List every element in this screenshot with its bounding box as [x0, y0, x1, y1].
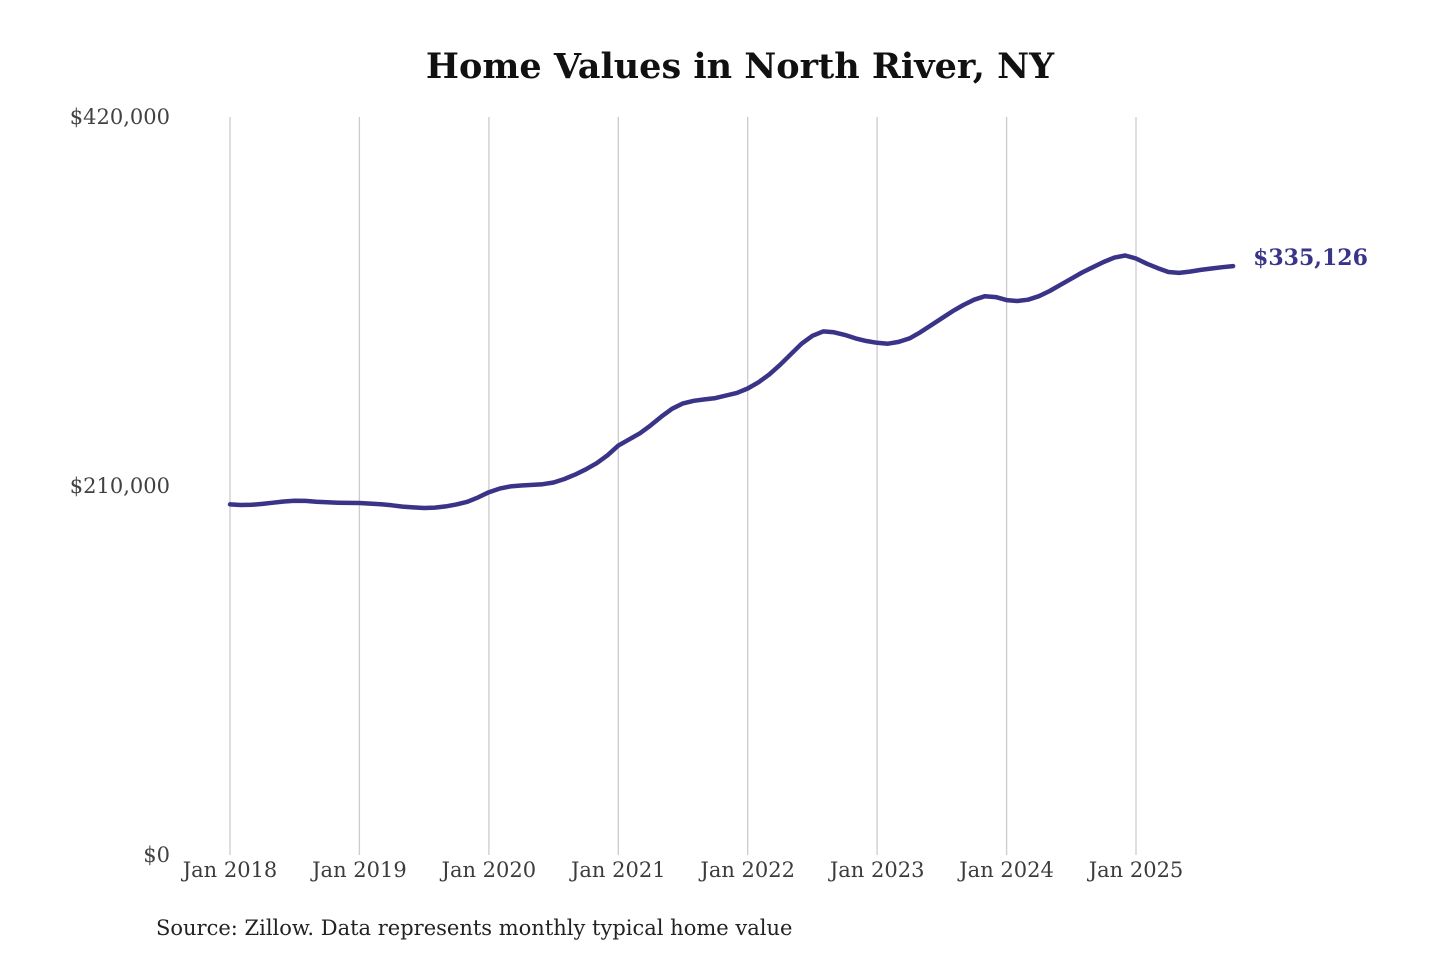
x-axis-tick-label: Jan 2018	[182, 858, 278, 882]
x-axis-tick-label: Jan 2020	[441, 858, 537, 882]
y-axis-tick-label: $420,000	[69, 105, 170, 129]
x-axis-tick-label: Jan 2023	[829, 858, 925, 882]
x-axis-tick-label: Jan 2022	[700, 858, 795, 882]
source-note: Source: Zillow. Data represents monthly …	[156, 916, 793, 940]
y-axis-tick-label: $0	[143, 843, 170, 867]
x-axis-tick-label: Jan 2021	[570, 858, 666, 882]
end-value-label: $335,126	[1253, 245, 1368, 272]
chart-title: Home Values in North River, NY	[425, 46, 1055, 87]
y-axis-tick-label: $210,000	[69, 474, 170, 498]
home-value-series-line	[227, 253, 1236, 511]
x-axis-tick-label: Jan 2025	[1088, 858, 1184, 882]
x-axis-tick-label: Jan 2019	[312, 858, 407, 882]
x-axis-tick-label: Jan 2024	[959, 858, 1054, 882]
